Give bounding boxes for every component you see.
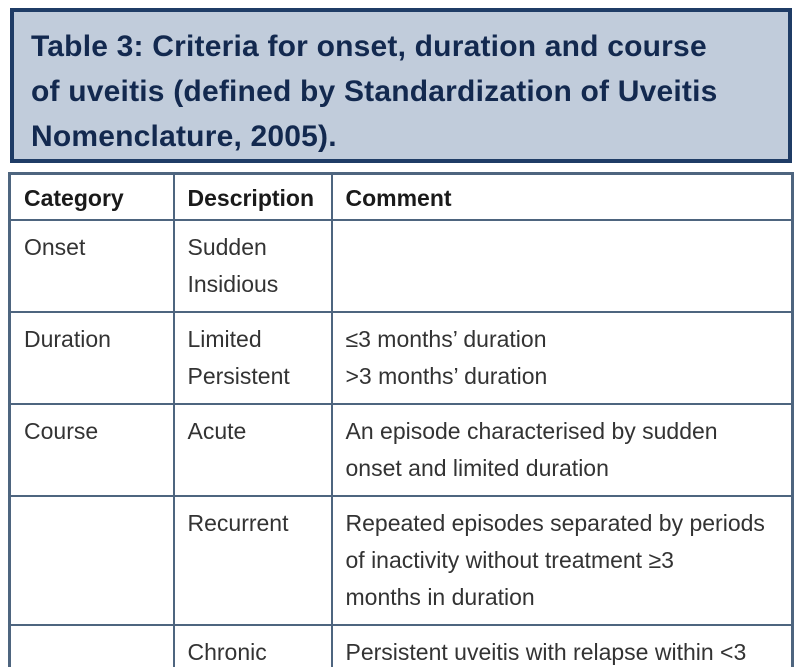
table-title-box: Table 3: Criteria for onset, duration an… (10, 8, 792, 163)
cell-description: Sudden Insidious (172, 218, 333, 313)
table-row-course-recurrent: Recurrent Repeated episodes separated by… (8, 494, 794, 626)
table-title-line: of uveitis (defined by Standardization o… (31, 75, 718, 108)
cell-comment: An episode characterised by sudden onset … (330, 402, 794, 497)
cell-comment (330, 218, 794, 313)
table-title-line: Nomenclature, 2005). (31, 120, 337, 153)
cell-comment: Repeated episodes separated by periods of… (330, 494, 794, 626)
cell-category: Course (8, 402, 175, 497)
column-header-category: Category (8, 172, 175, 221)
cell-description: Chronic (172, 623, 333, 667)
table-row-course-acute: Course Acute An episode characterised by… (8, 402, 794, 497)
cell-category (8, 494, 175, 626)
table-row-onset: Onset Sudden Insidious (8, 218, 794, 313)
table-row-course-chronic: Chronic Persistent uveitis with relapse … (8, 623, 794, 667)
table-header-row: Category Description Comment (8, 172, 794, 221)
cell-description: Acute (172, 402, 333, 497)
cell-category (8, 623, 175, 667)
cell-category: Onset (8, 218, 175, 313)
cell-category: Duration (8, 310, 175, 405)
cell-comment: Persistent uveitis with relapse within <… (330, 623, 794, 667)
column-header-description: Description (172, 172, 333, 221)
column-header-comment: Comment (330, 172, 794, 221)
uveitis-criteria-table: Category Description Comment Onset Sudde… (8, 172, 794, 667)
cell-description: Recurrent (172, 494, 333, 626)
table-title-line: Table 3: Criteria for onset, duration an… (31, 30, 707, 63)
cell-comment: ≤3 months’ duration >3 months’ duration (330, 310, 794, 405)
cell-description: Limited Persistent (172, 310, 333, 405)
table-row-duration: Duration Limited Persistent ≤3 months’ du… (8, 310, 794, 405)
